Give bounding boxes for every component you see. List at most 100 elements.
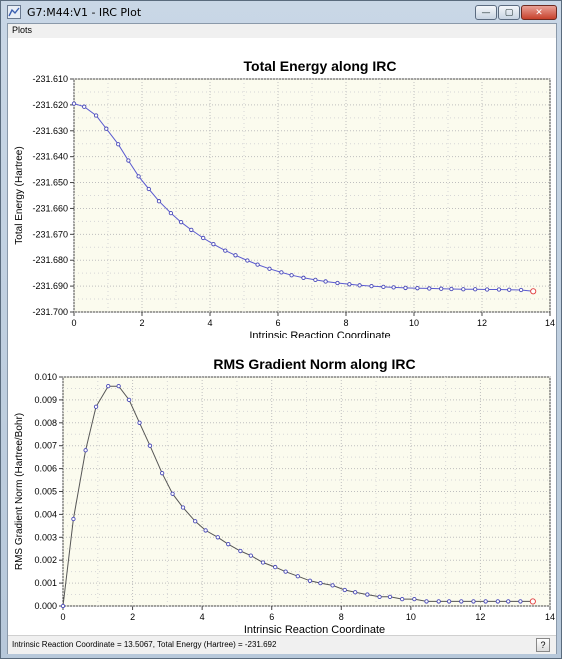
data-point xyxy=(323,279,328,284)
data-point xyxy=(424,599,429,604)
data-point xyxy=(330,583,335,588)
data-point xyxy=(126,158,131,163)
data-point xyxy=(403,285,408,291)
x-tick-label: 10 xyxy=(409,318,419,328)
client-area: Plots Total Energy along IRC 0 2 4 6 8 10 12 14 -… xyxy=(7,23,557,654)
y-tick-label: 0.003 xyxy=(34,532,57,542)
chart-title: Total Energy along IRC xyxy=(244,58,397,74)
data-point xyxy=(193,519,198,524)
data-point xyxy=(507,287,512,292)
y-tick-label: 0.009 xyxy=(34,395,57,405)
plot-area: Total Energy along IRC 0 2 4 6 8 10 12 14 -231.61… xyxy=(8,38,556,636)
data-point xyxy=(518,599,523,604)
title-bar[interactable]: G7:M44:V1 - IRC Plot — ▢ ✕ xyxy=(1,1,561,23)
x-tick-label: 0 xyxy=(71,318,76,328)
data-point xyxy=(260,560,266,565)
data-point xyxy=(233,253,238,258)
data-point xyxy=(289,273,294,278)
data-point xyxy=(391,285,396,290)
x-tick-label: 6 xyxy=(269,612,274,622)
data-point xyxy=(387,594,393,599)
menu-plots[interactable]: Plots xyxy=(12,25,33,35)
total-energy-chart[interactable]: Total Energy along IRC 0 2 4 6 8 10 12 14 -231.61… xyxy=(8,38,556,338)
y-tick-label: -231.680 xyxy=(32,255,68,265)
data-point xyxy=(518,287,524,293)
y-tick-label: 0.000 xyxy=(34,601,57,611)
status-text: Intrinsic Reaction Coordinate = 13.5067,… xyxy=(12,640,277,649)
data-point xyxy=(168,210,174,216)
data-point xyxy=(116,142,121,147)
y-tick-label: -231.630 xyxy=(32,126,68,136)
x-tick-label: 14 xyxy=(545,318,555,328)
data-point xyxy=(60,603,66,609)
window-controls: — ▢ ✕ xyxy=(474,5,557,20)
data-point xyxy=(283,569,288,574)
data-point xyxy=(483,599,488,604)
x-tick-label: 6 xyxy=(275,318,280,328)
data-point xyxy=(342,587,347,593)
data-point xyxy=(137,420,142,425)
minimize-button[interactable]: — xyxy=(475,5,497,20)
data-point xyxy=(203,528,208,533)
y-tick-label: 0.010 xyxy=(34,372,57,382)
x-tick-label: 10 xyxy=(406,612,416,622)
data-point xyxy=(146,186,151,192)
y-tick-label: 0.002 xyxy=(34,555,57,565)
x-tick-label: 8 xyxy=(339,612,344,622)
data-point xyxy=(357,283,362,288)
data-point xyxy=(223,248,228,253)
data-point xyxy=(369,283,374,289)
x-tick-label: 14 xyxy=(545,612,555,622)
data-point xyxy=(459,599,464,604)
x-tick-label: 4 xyxy=(200,612,205,622)
data-point xyxy=(211,242,216,247)
data-point xyxy=(180,505,186,510)
data-point xyxy=(104,126,109,131)
data-point xyxy=(156,199,162,204)
data-point xyxy=(116,384,121,389)
data-point xyxy=(238,548,243,554)
data-point xyxy=(427,286,432,291)
data-point xyxy=(126,397,132,403)
y-tick-label: 0.004 xyxy=(34,509,57,519)
data-point xyxy=(301,275,306,280)
y-tick-label: 0.006 xyxy=(34,464,57,474)
data-point xyxy=(495,599,500,604)
data-point xyxy=(318,580,323,586)
data-point xyxy=(473,287,478,292)
y-axis-label: Total Energy (Hartree) xyxy=(14,146,25,244)
y-tick-label: -231.690 xyxy=(32,281,68,291)
y-tick-label: -231.670 xyxy=(32,229,68,239)
x-axis-label: Intrinsic Reaction Coordinate xyxy=(249,330,390,338)
close-button[interactable]: ✕ xyxy=(521,5,557,20)
data-point xyxy=(136,174,141,179)
data-point xyxy=(83,448,88,453)
x-tick-label: 12 xyxy=(477,318,487,328)
current-point xyxy=(529,598,536,605)
data-point xyxy=(189,227,194,233)
data-point xyxy=(313,277,318,283)
data-point xyxy=(415,286,420,291)
data-point xyxy=(82,104,87,109)
y-tick-label: 0.007 xyxy=(34,441,57,451)
data-point xyxy=(93,404,99,409)
data-point xyxy=(255,262,260,267)
help-button[interactable]: ? xyxy=(536,638,550,652)
y-tick-label: -231.640 xyxy=(32,152,68,162)
data-point xyxy=(400,596,405,602)
maximize-button[interactable]: ▢ xyxy=(498,5,520,20)
data-point xyxy=(106,384,111,389)
status-bar: Intrinsic Reaction Coordinate = 13.5067,… xyxy=(8,635,556,654)
y-tick-label: 0.008 xyxy=(34,418,57,428)
y-tick-label: -231.620 xyxy=(32,100,68,110)
data-point xyxy=(71,101,77,106)
rms-gradient-chart[interactable]: RMS Gradient Norm along IRC 0 2 4 6 8 10 12 14 0.… xyxy=(8,338,556,636)
gaussview-app-icon xyxy=(7,5,21,19)
data-point xyxy=(226,542,231,547)
data-point xyxy=(170,491,175,496)
data-point xyxy=(201,235,206,241)
window-title: G7:M44:V1 - IRC Plot xyxy=(27,5,142,19)
x-tick-label: 2 xyxy=(130,612,135,622)
y-axis-label: RMS Gradient Norm (Hartree/Bohr) xyxy=(14,413,25,570)
